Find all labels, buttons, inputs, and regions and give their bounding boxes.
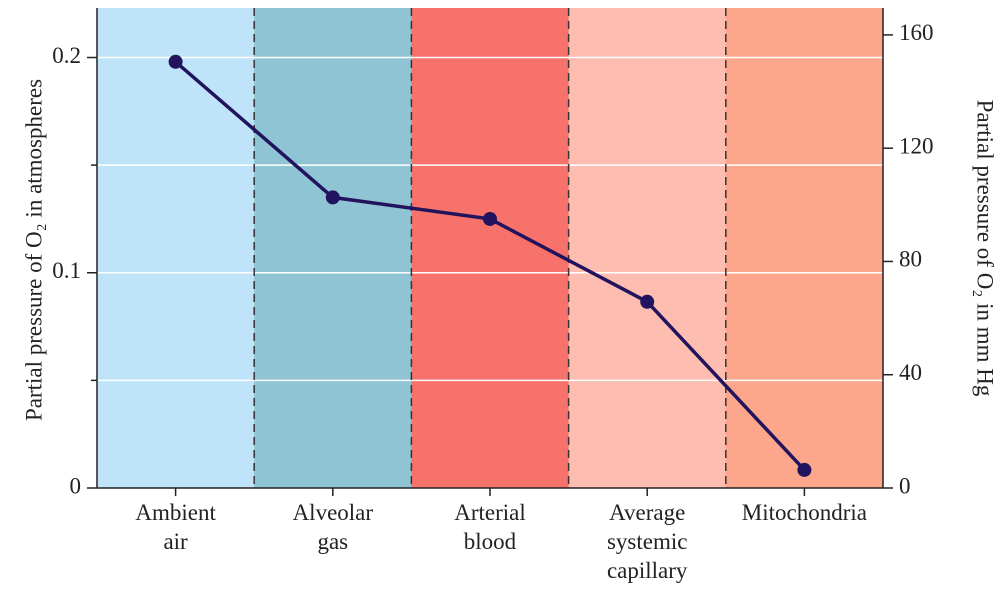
data-point — [640, 294, 655, 309]
data-point — [325, 190, 340, 205]
x-tick-label: Mitochondria — [742, 500, 867, 525]
y2-tick-label: 80 — [899, 247, 922, 272]
y-axis-label: Partial pressure of O₂ in atmospheres — [21, 79, 46, 421]
x-tick-label: Alveolar — [293, 500, 374, 525]
y2-tick-label: 120 — [899, 133, 934, 158]
y-tick-label: 0.2 — [52, 43, 81, 68]
x-tick-label: capillary — [607, 558, 688, 583]
band — [568, 8, 727, 488]
x-tick-label: Ambient — [135, 500, 216, 525]
x-tick-label: blood — [464, 529, 517, 554]
data-point — [168, 54, 183, 69]
y2-axis-label: Partial pressure of O₂ in mm Hg — [973, 100, 998, 397]
x-tick-label: gas — [317, 529, 348, 554]
x-tick-label: systemic — [607, 529, 688, 554]
band — [254, 8, 412, 488]
y-tick-label: 0 — [70, 473, 82, 498]
x-tick-label: Arterial — [454, 500, 526, 525]
y2-tick-label: 160 — [899, 20, 934, 45]
y2-tick-label: 40 — [899, 360, 922, 385]
band — [725, 8, 884, 488]
x-tick-label: air — [163, 529, 188, 554]
data-point — [483, 211, 497, 226]
y2-tick-label: 0 — [899, 473, 911, 498]
y-tick-label: 0.1 — [52, 258, 81, 283]
band — [97, 8, 255, 488]
x-tick-label: Average — [609, 500, 685, 525]
data-point — [797, 462, 812, 477]
